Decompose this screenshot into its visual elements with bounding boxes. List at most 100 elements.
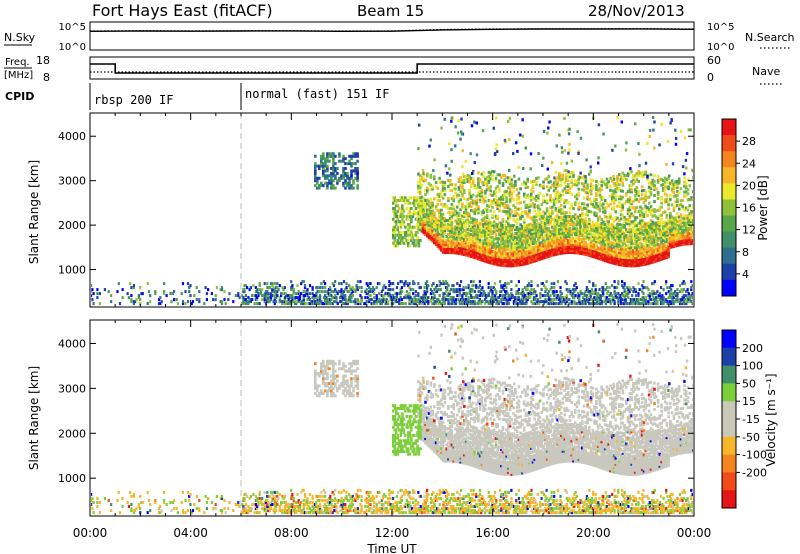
power-pixel: [419, 196, 422, 200]
power-pixel: [559, 197, 563, 201]
power-pixel: [332, 169, 335, 173]
power-pixel: [554, 248, 558, 252]
power-pixel: [485, 232, 489, 236]
power-pixel: [642, 239, 646, 242]
power-pixel: [465, 294, 468, 298]
power-pixel: [649, 191, 653, 195]
power-pixel: [677, 221, 681, 225]
power-pixel: [413, 199, 416, 202]
power-pixel: [505, 262, 508, 266]
power-pixel: [649, 259, 653, 263]
power-pixel: [628, 252, 632, 256]
power-pixel: [485, 182, 489, 186]
power-pixel: [568, 241, 572, 244]
power-pixel: [635, 262, 639, 266]
power-pixel: [644, 254, 647, 258]
power-pixel: [393, 228, 396, 232]
power-pixel: [635, 254, 639, 258]
power-pixel: [184, 290, 187, 294]
power-pixel: [640, 211, 644, 215]
power-pixel: [679, 227, 683, 231]
power-pixel: [514, 246, 517, 249]
power-pixel: [633, 258, 637, 262]
power-pixel: [426, 296, 429, 300]
power-pixel: [558, 208, 561, 212]
power-pixel: [329, 288, 332, 292]
power-pixel: [614, 226, 618, 230]
power-pixel: [542, 198, 545, 202]
power-pixel: [619, 235, 623, 239]
power-pixel: [628, 206, 632, 210]
power-pixel: [630, 264, 633, 268]
power-pixel: [540, 247, 544, 251]
power-pixel: [540, 215, 544, 219]
power-pixel: [575, 237, 579, 241]
power-pixel: [542, 242, 545, 246]
power-pixel: [462, 288, 465, 292]
power-pixel: [630, 254, 633, 258]
power-pixel: [491, 255, 494, 259]
power-pixel: [410, 217, 413, 221]
power-pixel: [505, 176, 508, 180]
power-pixel: [556, 246, 559, 250]
power-pixel: [660, 237, 663, 241]
power-pixel: [393, 215, 396, 218]
power-pixel: [559, 237, 563, 241]
power-pixel: [249, 286, 252, 290]
power-pixel: [642, 173, 646, 176]
power-pixel: [566, 189, 570, 192]
power-pixel: [692, 210, 693, 214]
power-pixel: [556, 242, 559, 246]
power-pixel: [670, 181, 674, 185]
power-pixel: [686, 198, 690, 202]
power-pixel: [326, 186, 329, 190]
power-pixel: [356, 300, 359, 304]
power-pixel: [300, 302, 303, 306]
power-pixel: [163, 282, 166, 286]
power-pixel: [686, 222, 690, 226]
power-pixel: [420, 183, 424, 187]
power-pixel: [692, 232, 693, 236]
power-pixel: [433, 231, 436, 235]
power-pixel: [669, 241, 672, 245]
power-pixel: [432, 302, 435, 306]
power-pixel: [628, 188, 632, 192]
power-pixel: [522, 240, 526, 244]
power-pixel: [471, 241, 475, 245]
power-pixel: [647, 185, 651, 189]
power-pixel: [463, 239, 466, 242]
power-pixel: [477, 251, 480, 255]
power-pixel: [426, 288, 429, 292]
power-pixel: [551, 251, 554, 255]
power-pixel: [419, 300, 422, 304]
power-pixel: [448, 251, 452, 254]
power-pixel: [471, 253, 475, 257]
power-pixel: [514, 184, 517, 187]
power-pixel: [651, 184, 655, 188]
power-pixel: [462, 292, 465, 296]
power-pixel: [535, 246, 538, 250]
power-pixel: [401, 239, 404, 242]
power-pixel: [455, 245, 459, 249]
power-pixel: [505, 226, 508, 230]
power-pixel: [535, 198, 538, 202]
power-pixel: [683, 240, 686, 244]
power-pixel: [556, 248, 559, 252]
power-pixel: [426, 290, 429, 294]
power-pixel: [427, 200, 431, 204]
power-pixel: [434, 241, 438, 245]
power-pixel: [674, 232, 677, 236]
power-pixel: [295, 302, 298, 306]
power-pixel: [598, 223, 602, 227]
power-pixel: [658, 256, 662, 260]
power-pixel: [91, 294, 93, 298]
power-pixel: [440, 224, 443, 228]
power-pixel: [398, 233, 401, 237]
power-pixel: [642, 251, 646, 254]
power-pixel: [655, 229, 658, 233]
power-pixel: [132, 284, 135, 288]
power-pixel: [498, 249, 501, 253]
power-pixel: [482, 257, 485, 261]
power-pixel: [420, 209, 424, 213]
power-pixel: [388, 280, 391, 284]
